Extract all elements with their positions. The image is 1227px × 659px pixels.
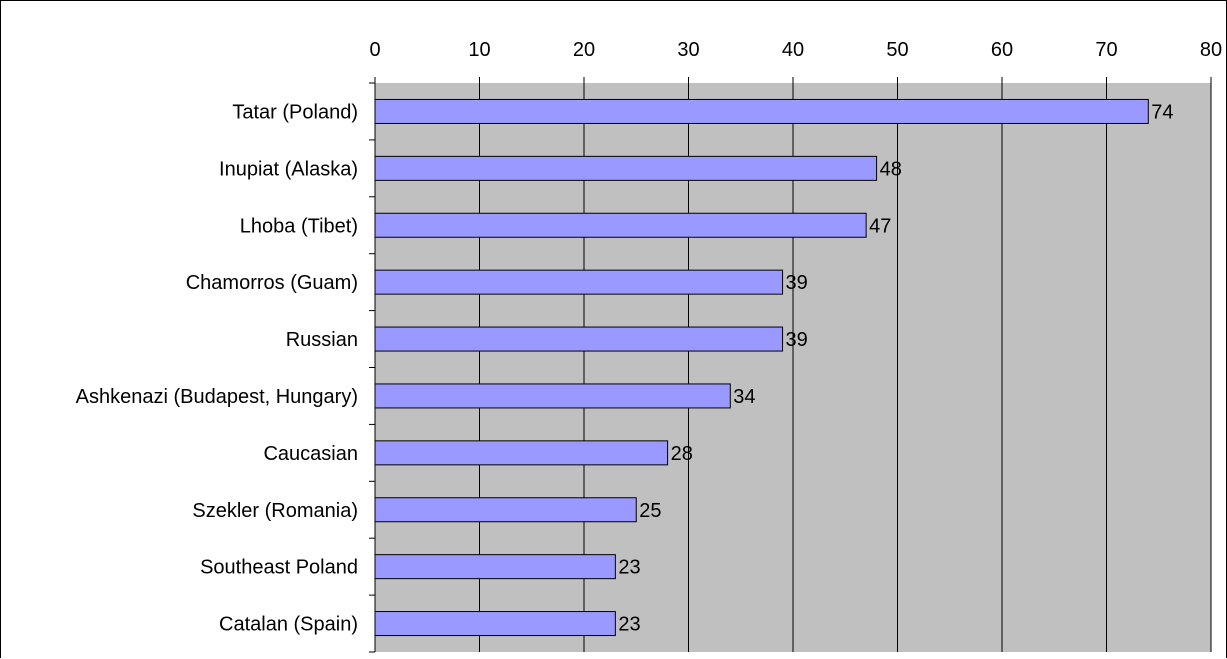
data-label: 23 <box>618 557 640 579</box>
x-tick-label: 0 <box>369 39 380 61</box>
data-label: 48 <box>880 158 902 180</box>
bar <box>374 554 616 580</box>
labels: 0 10 20 30 40 50 60 70 80 Tatar (Poland) 74 Inupiat… <box>76 39 1223 636</box>
category-label: Tatar (Poland) <box>232 101 358 123</box>
category-label: Inupiat (Alaska) <box>219 158 358 180</box>
category-label: Ashkenazi (Budapest, Hungary) <box>76 386 358 408</box>
x-tick-label: 60 <box>991 39 1013 61</box>
x-tick-label: 80 <box>1200 39 1222 61</box>
data-label: 25 <box>639 500 661 522</box>
x-tick-label: 40 <box>782 39 804 61</box>
category-label: Caucasian <box>263 443 358 465</box>
data-label: 39 <box>786 329 808 351</box>
category-label: Lhoba (Tibet) <box>240 215 358 237</box>
bar <box>374 326 784 352</box>
bar <box>374 497 637 523</box>
data-label: 39 <box>786 272 808 294</box>
bar <box>374 383 731 409</box>
x-tick-label: 10 <box>468 39 490 61</box>
category-label: Russian <box>286 329 358 351</box>
data-label: 28 <box>671 443 693 465</box>
x-tick-label: 50 <box>886 39 908 61</box>
category-label: Szekler (Romania) <box>192 500 358 522</box>
data-label: 74 <box>1151 101 1173 123</box>
bar <box>374 98 1149 124</box>
data-label: 34 <box>733 386 755 408</box>
data-label: 47 <box>869 215 891 237</box>
x-tick-label: 70 <box>1095 39 1117 61</box>
x-tick-label: 20 <box>573 39 595 61</box>
bar <box>374 155 878 181</box>
category-label: Chamorros (Guam) <box>186 272 358 294</box>
category-label: Southeast Poland <box>200 557 358 579</box>
bar <box>374 440 669 466</box>
axes <box>369 77 1212 653</box>
category-label: Catalan (Spain) <box>219 614 358 636</box>
bar <box>374 212 867 238</box>
bar <box>374 269 784 295</box>
x-tick-label: 30 <box>677 39 699 61</box>
bar <box>374 611 616 637</box>
data-label: 23 <box>618 614 640 636</box>
